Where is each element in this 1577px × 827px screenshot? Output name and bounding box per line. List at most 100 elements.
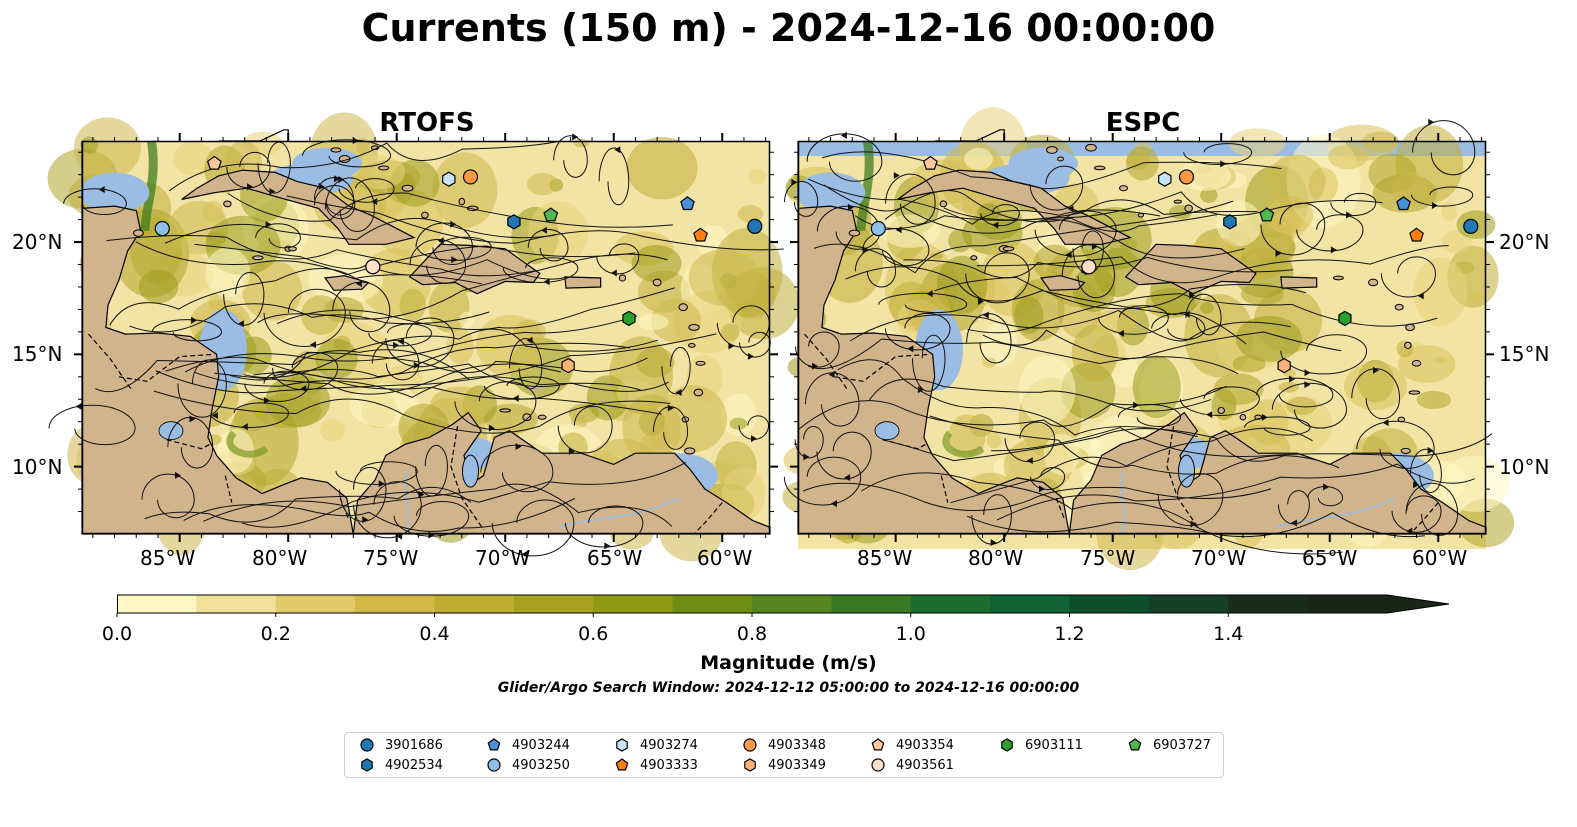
- lon-tick-label: 85°W: [857, 546, 913, 570]
- panel-title-rtofs: RTOFS: [379, 108, 475, 138]
- colorbar-tick-label: 1.0: [895, 623, 926, 645]
- legend-item-6903727: 6903727: [1127, 735, 1211, 755]
- lat-tick-label: 10°N: [12, 455, 63, 479]
- colorbar-tick-label: 1.2: [1054, 623, 1085, 645]
- legend-item-label: 6903111: [1025, 737, 1083, 753]
- legend-item-4903349: 4903349: [742, 755, 826, 775]
- legend-item-label: 4903274: [640, 737, 698, 753]
- legend-item-label: 4903333: [640, 757, 698, 773]
- float-marker-4903354: [206, 155, 222, 170]
- pentagon-marker-icon: [487, 738, 501, 751]
- colorbar-segment: [593, 595, 674, 613]
- float-marker-3901686: [747, 218, 763, 234]
- float-marker-4903274: [442, 171, 456, 187]
- lat-tick-label: 20°N: [12, 230, 63, 254]
- colorbar-segment: [910, 595, 991, 613]
- hexagon-marker-icon: [361, 758, 373, 772]
- float-marker-4903244: [680, 196, 695, 211]
- float-marker-4902534: [507, 214, 521, 230]
- colorbar-segment: [990, 595, 1070, 613]
- legend-item-4903354: 4903354: [870, 735, 954, 755]
- colorbar-segment: [355, 595, 435, 613]
- circle-marker-icon: [487, 758, 501, 772]
- legend-item-4903348: 4903348: [742, 735, 826, 755]
- float-marker-4903561: [365, 259, 381, 275]
- panel-title-espc: ESPC: [1105, 108, 1181, 138]
- float-marker-4903274: [1158, 171, 1172, 187]
- legend-item-4903274: 4903274: [614, 735, 698, 755]
- colorbar-segment: [275, 595, 356, 613]
- legend-item-label: 3901686: [385, 737, 443, 753]
- legend-item-4903333: 4903333: [614, 755, 698, 775]
- colorbar-segment: [831, 595, 912, 613]
- colorbar-segment: [752, 595, 832, 613]
- search-window-caption: Glider/Argo Search Window: 2024-12-12 05…: [497, 680, 1080, 696]
- colorbar-tick-label: 0.6: [578, 623, 609, 645]
- float-marker-4903354: [922, 155, 938, 170]
- map-panel-rtofs: [47, 112, 800, 562]
- colorbar: [116, 594, 1450, 617]
- lon-tick-label: 60°W: [697, 546, 753, 570]
- legend-item-label: 4903250: [512, 757, 570, 773]
- colorbar-tick-label: 1.4: [1213, 623, 1244, 645]
- hexagon-marker-icon: [616, 738, 628, 752]
- lon-tick-label: 85°W: [140, 546, 196, 570]
- float-marker-6903727: [1259, 207, 1275, 222]
- float-legend: 3901686 4902534 4903244 4903250 4903274 49033…: [344, 732, 1224, 778]
- colorbar-segment: [1307, 595, 1449, 613]
- pentagon-marker-icon: [1128, 738, 1142, 751]
- float-marker-4903349: [1277, 357, 1291, 374]
- float-marker-6903111: [622, 310, 636, 327]
- circle-marker-icon: [743, 738, 757, 752]
- lon-tick-label: 80°W: [968, 546, 1024, 570]
- float-marker-4903348: [462, 169, 479, 185]
- pentagon-marker-icon: [871, 738, 885, 751]
- colorbar-title: Magnitude (m/s): [700, 652, 877, 674]
- float-marker-4902534: [1223, 214, 1237, 230]
- lat-tick-label: 20°N: [1499, 230, 1550, 254]
- colorbar-segment: [1069, 595, 1150, 613]
- hexagon-marker-icon: [744, 758, 756, 772]
- lon-tick-label: 65°W: [587, 546, 643, 570]
- hexagon-marker-icon: [1001, 738, 1013, 752]
- lat-tick-label: 15°N: [12, 342, 63, 366]
- legend-item-4902534: 4902534: [359, 755, 443, 775]
- lon-tick-label: 75°W: [363, 546, 419, 570]
- legend-item-label: 6903727: [1153, 737, 1211, 753]
- colorbar-tick-label: 0.2: [260, 623, 291, 645]
- colorbar-tick-label: 0.8: [736, 623, 768, 645]
- legend-item-6903111: 6903111: [999, 735, 1083, 755]
- pentagon-marker-icon: [615, 758, 629, 771]
- colorbar-segment: [117, 595, 197, 613]
- colorbar-segment: [434, 595, 515, 613]
- lat-tick-label: 15°N: [1499, 342, 1550, 366]
- float-marker-4903244: [1396, 196, 1411, 211]
- legend-item-label: 4903349: [768, 757, 826, 773]
- float-marker-4903349: [561, 357, 575, 374]
- colorbar-tick-label: 0.0: [101, 623, 133, 645]
- map-panel-espc: [782, 107, 1515, 571]
- legend-item-label: 4902534: [385, 757, 443, 773]
- legend-item-3901686: 3901686: [359, 735, 443, 755]
- float-marker-4903561: [1081, 259, 1097, 275]
- lat-tick-label: 10°N: [1499, 455, 1550, 479]
- lon-tick-label: 65°W: [1302, 546, 1358, 570]
- lon-tick-label: 75°W: [1080, 546, 1136, 570]
- legend-item-label: 4903348: [768, 737, 826, 753]
- figure-title: Currents (150 m) - 2024-12-16 00:00:00: [361, 6, 1216, 50]
- lon-tick-label: 60°W: [1412, 546, 1468, 570]
- lon-tick-label: 70°W: [1191, 546, 1247, 570]
- colorbar-segment: [513, 595, 594, 613]
- float-marker-4903348: [1178, 169, 1195, 185]
- colorbar-segment: [672, 595, 753, 613]
- colorbar-segment: [196, 595, 277, 613]
- legend-item-4903244: 4903244: [486, 735, 570, 755]
- legend-item-label: 4903244: [512, 737, 570, 753]
- legend-item-label: 4903561: [896, 757, 954, 773]
- circle-marker-icon: [871, 758, 885, 772]
- circle-marker-icon: [360, 738, 374, 752]
- float-marker-4903250: [154, 220, 170, 237]
- float-marker-6903111: [1338, 310, 1352, 327]
- float-marker-4903250: [870, 220, 886, 237]
- float-marker-3901686: [1463, 218, 1479, 234]
